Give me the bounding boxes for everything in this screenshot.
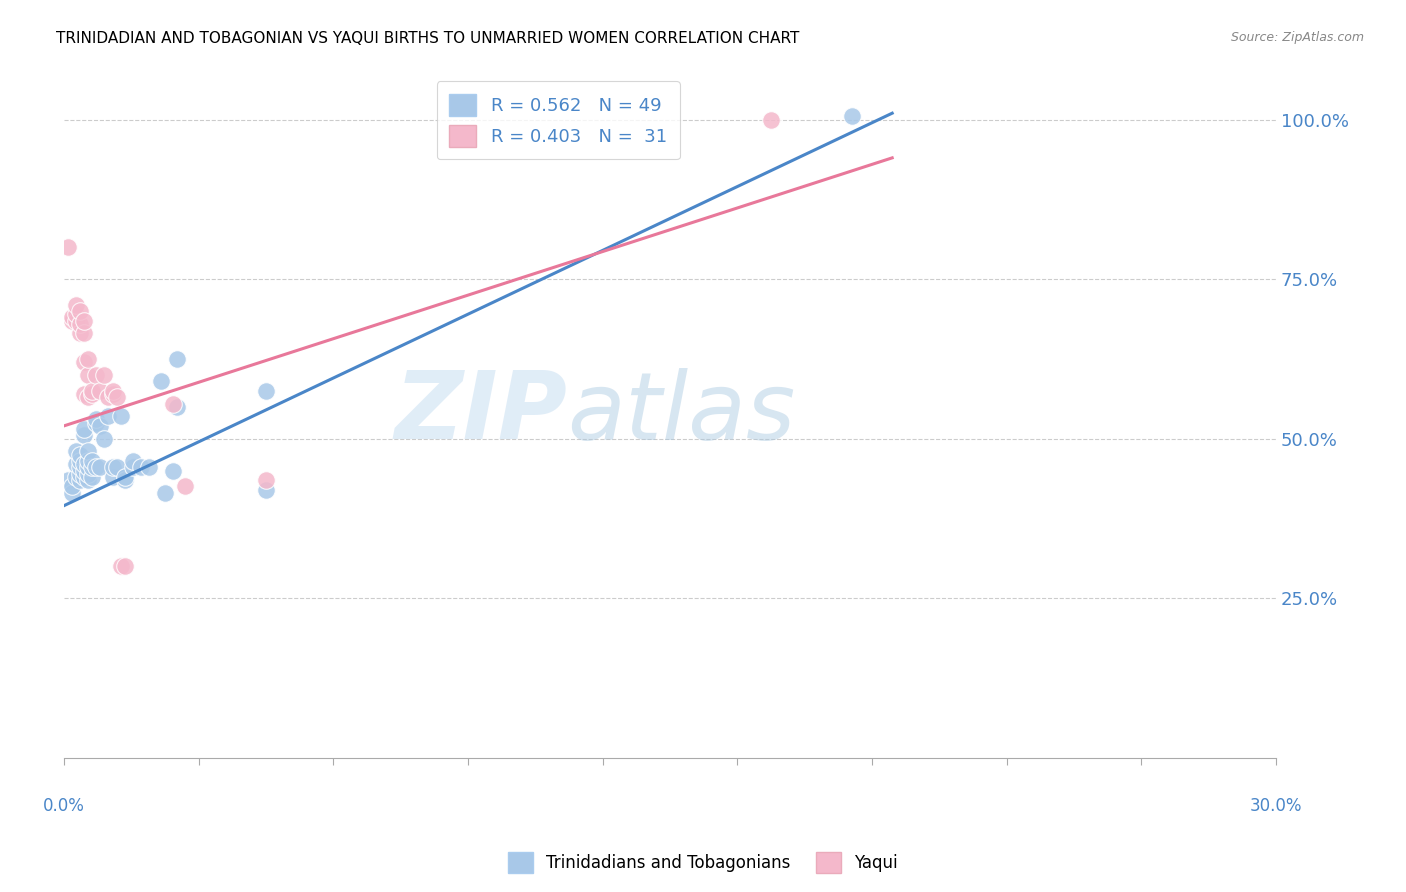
Point	[73, 422, 96, 436]
Point	[254, 384, 277, 398]
Point	[254, 483, 277, 497]
Point	[82, 460, 104, 475]
Point	[73, 313, 96, 327]
Point	[69, 317, 91, 331]
Point	[77, 390, 100, 404]
Point	[69, 326, 91, 341]
Point	[73, 470, 96, 484]
Point	[86, 416, 108, 430]
Point	[73, 387, 96, 401]
Point	[69, 460, 91, 475]
Point	[77, 473, 100, 487]
Point	[89, 460, 111, 475]
Point	[65, 307, 87, 321]
Point	[93, 368, 115, 382]
Point	[86, 368, 108, 382]
Point	[65, 313, 87, 327]
Point	[97, 409, 120, 424]
Point	[69, 448, 91, 462]
Point	[150, 374, 173, 388]
Point	[69, 304, 91, 318]
Point	[162, 463, 184, 477]
Point	[129, 460, 152, 475]
Point	[105, 390, 128, 404]
Point	[101, 470, 124, 484]
Point	[65, 457, 87, 471]
Point	[97, 390, 120, 404]
Point	[110, 409, 132, 424]
Point	[73, 326, 96, 341]
Point	[121, 454, 143, 468]
Point	[82, 387, 104, 401]
Point	[77, 444, 100, 458]
Point	[69, 454, 91, 468]
Point	[121, 460, 143, 475]
Point	[101, 384, 124, 398]
Point	[65, 444, 87, 458]
Point	[162, 396, 184, 410]
Point	[60, 486, 83, 500]
Point	[89, 384, 111, 398]
Point	[69, 473, 91, 487]
Point	[73, 457, 96, 471]
Point	[82, 454, 104, 468]
Point	[60, 310, 83, 325]
Point	[77, 351, 100, 366]
Point	[101, 460, 124, 475]
Text: 30.0%: 30.0%	[1250, 797, 1302, 814]
Legend: R = 0.562   N = 49, R = 0.403   N =  31: R = 0.562 N = 49, R = 0.403 N = 31	[437, 81, 679, 160]
Point	[166, 351, 188, 366]
Text: TRINIDADIAN AND TOBAGONIAN VS YAQUI BIRTHS TO UNMARRIED WOMEN CORRELATION CHART: TRINIDADIAN AND TOBAGONIAN VS YAQUI BIRT…	[56, 31, 800, 46]
Point	[174, 479, 197, 493]
Point	[153, 486, 176, 500]
Point	[101, 387, 124, 401]
Point	[105, 460, 128, 475]
Point	[82, 384, 104, 398]
Point	[114, 470, 136, 484]
Point	[77, 460, 100, 475]
Point	[166, 400, 188, 414]
Point	[138, 460, 160, 475]
Point	[77, 454, 100, 468]
Legend: Trinidadians and Tobagonians, Yaqui: Trinidadians and Tobagonians, Yaqui	[502, 846, 904, 880]
Point	[56, 240, 79, 254]
Point	[60, 479, 83, 493]
Point	[73, 428, 96, 442]
Text: atlas: atlas	[567, 368, 796, 458]
Point	[114, 559, 136, 574]
Point	[65, 470, 87, 484]
Point	[77, 368, 100, 382]
Point	[254, 473, 277, 487]
Point	[77, 467, 100, 481]
Text: ZIP: ZIP	[394, 368, 567, 459]
Point	[841, 109, 863, 123]
Point	[110, 559, 132, 574]
Text: 0.0%: 0.0%	[44, 797, 84, 814]
Point	[82, 470, 104, 484]
Point	[73, 355, 96, 369]
Point	[60, 313, 83, 327]
Point	[759, 112, 782, 127]
Point	[86, 412, 108, 426]
Point	[86, 460, 108, 475]
Text: Source: ZipAtlas.com: Source: ZipAtlas.com	[1230, 31, 1364, 45]
Point	[114, 473, 136, 487]
Point	[73, 463, 96, 477]
Point	[56, 473, 79, 487]
Point	[65, 298, 87, 312]
Point	[93, 432, 115, 446]
Point	[69, 467, 91, 481]
Point	[89, 418, 111, 433]
